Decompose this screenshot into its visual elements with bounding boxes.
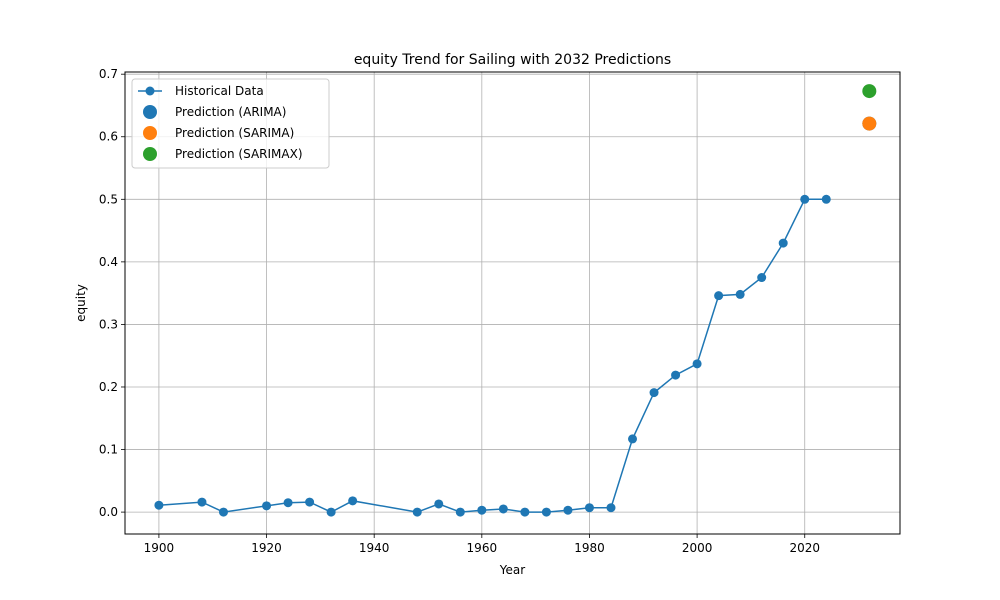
historical-data-point xyxy=(714,291,724,301)
historical-data-point xyxy=(692,359,702,369)
historical-data-point xyxy=(563,505,573,515)
y-tick-label: 0.0 xyxy=(99,505,118,519)
historical-data-point xyxy=(455,507,465,517)
legend-marker-swatch xyxy=(143,126,157,140)
legend-marker-swatch xyxy=(145,86,155,96)
grid-layer xyxy=(125,72,900,534)
y-axis-label: equity xyxy=(74,284,88,322)
y-tick-label: 0.5 xyxy=(99,192,118,206)
tick-layer: 1900 1920 1940 1960 1980 2000 2020 0.0 0.1 0.2 0.3… xyxy=(99,67,820,555)
historical-data-point xyxy=(477,505,487,515)
y-tick-label: 0.1 xyxy=(99,443,118,457)
x-tick-label: 1920 xyxy=(251,541,282,555)
historical-data-point xyxy=(606,503,616,513)
historical-data-point xyxy=(628,434,638,444)
chart-title: equity Trend for Sailing with 2032 Predi… xyxy=(354,52,671,68)
data-layer xyxy=(154,84,877,517)
historical-data-point xyxy=(735,289,745,299)
historical-data-point xyxy=(498,504,508,514)
legend: Historical Data Prediction (ARIMA) Predict… xyxy=(131,78,330,169)
historical-data-point xyxy=(671,370,681,380)
y-tick-label: 0.4 xyxy=(99,255,118,269)
historical-data-point xyxy=(821,194,831,204)
historical-data-point xyxy=(197,497,207,507)
y-tick-label: 0.3 xyxy=(99,317,118,331)
prediction-point-prediction-sarimax xyxy=(862,84,877,99)
historical-data-point xyxy=(520,507,530,517)
x-axis-label: Year xyxy=(499,563,525,577)
axes-frame xyxy=(124,71,901,535)
historical-data-point xyxy=(434,499,444,509)
legend-entry-label: Prediction (ARIMA) xyxy=(175,105,286,119)
y-tick-label: 0.2 xyxy=(99,380,118,394)
historical-data-line xyxy=(158,198,827,513)
historical-data-point xyxy=(326,507,336,517)
prediction-point-prediction-sarima xyxy=(862,116,877,131)
historical-data-point xyxy=(757,273,767,283)
legend-marker-swatch xyxy=(143,147,157,161)
y-tick-label: 0.6 xyxy=(99,130,118,144)
historical-data-point xyxy=(584,503,594,513)
historical-data-point xyxy=(541,507,551,517)
historical-data-point xyxy=(348,496,358,506)
legend-entry-label: Prediction (SARIMA) xyxy=(175,126,294,140)
historical-data-point xyxy=(778,238,788,248)
x-tick-label: 2020 xyxy=(789,541,820,555)
historical-data-point xyxy=(283,498,293,508)
historical-data-point xyxy=(412,507,422,517)
x-tick-label: 1940 xyxy=(359,541,390,555)
historical-data-point xyxy=(154,500,164,510)
x-tick-label: 2000 xyxy=(682,541,713,555)
historical-data-point xyxy=(262,501,272,511)
x-tick-label: 1960 xyxy=(467,541,498,555)
historical-data-point xyxy=(649,388,659,398)
legend-entry-label: Historical Data xyxy=(175,84,264,98)
x-tick-label: 1980 xyxy=(574,541,605,555)
x-tick-label: 1900 xyxy=(144,541,175,555)
historical-data-point xyxy=(218,507,228,517)
y-tick-label: 0.7 xyxy=(99,67,118,81)
historical-data-point xyxy=(800,194,810,204)
legend-box xyxy=(131,78,330,169)
historical-data-point xyxy=(305,497,315,507)
legend-entry-label: Prediction (SARIMAX) xyxy=(175,147,303,161)
legend-marker-swatch xyxy=(143,105,157,119)
